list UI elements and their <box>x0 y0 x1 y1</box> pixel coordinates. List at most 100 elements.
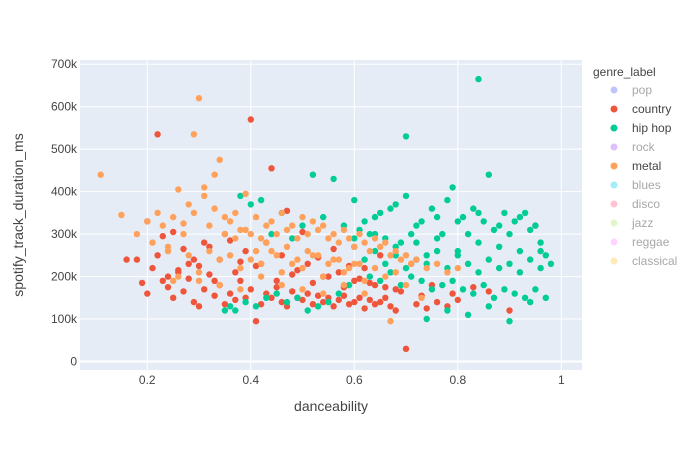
legend-item-rock[interactable]: rock <box>610 140 656 154</box>
data-point <box>252 262 260 270</box>
legend-item-metal[interactable]: metal <box>610 159 662 173</box>
data-point <box>278 298 285 306</box>
data-points <box>97 75 555 352</box>
data-point <box>366 279 373 287</box>
data-point <box>299 286 306 293</box>
data-point <box>371 281 379 289</box>
data-point <box>320 273 327 280</box>
data-point <box>371 213 379 221</box>
legend-marker <box>610 162 618 170</box>
data-point <box>175 186 182 193</box>
data-point <box>289 288 296 295</box>
data-point <box>402 345 410 352</box>
data-point <box>361 305 368 312</box>
data-point <box>232 209 239 217</box>
data-point <box>387 318 394 325</box>
data-point <box>237 226 244 234</box>
data-point <box>232 235 239 242</box>
data-point <box>237 286 244 293</box>
data-point <box>257 196 265 204</box>
data-point <box>496 264 503 272</box>
data-point <box>351 243 358 250</box>
y-axis-ticks: 0 100k 200k 300k 400k 500k 600k 700k <box>51 57 78 368</box>
data-point <box>501 209 508 217</box>
data-point <box>392 286 399 293</box>
data-point <box>330 175 337 183</box>
data-point <box>133 256 141 263</box>
data-point <box>226 290 234 297</box>
data-point <box>377 252 384 259</box>
data-point <box>361 239 368 246</box>
data-point <box>144 218 151 225</box>
x-tick-label: 0.4 <box>242 373 259 387</box>
data-point <box>175 267 182 274</box>
data-point <box>154 209 161 217</box>
legend-item-blues[interactable]: blues <box>610 178 661 192</box>
data-point <box>335 296 342 304</box>
legend-item-reggae[interactable]: reggae <box>610 235 670 249</box>
data-point <box>257 260 265 267</box>
data-point <box>242 298 249 306</box>
data-point <box>325 260 332 267</box>
data-point <box>490 226 498 234</box>
legend-item-disco[interactable]: disco <box>610 197 661 211</box>
data-point <box>392 201 399 208</box>
data-point <box>511 290 518 297</box>
data-point <box>320 213 327 221</box>
data-point <box>232 307 239 314</box>
legend-item-classical[interactable]: classical <box>610 254 678 268</box>
data-point <box>449 184 456 191</box>
data-point <box>314 303 322 310</box>
data-point <box>475 239 482 246</box>
data-point <box>382 294 389 301</box>
data-point <box>413 301 420 308</box>
data-point <box>268 218 275 225</box>
data-point <box>428 286 436 293</box>
x-tick-label: 0.6 <box>346 373 363 387</box>
data-point <box>206 247 213 255</box>
data-point <box>387 252 394 259</box>
data-point <box>506 307 513 314</box>
data-point <box>226 303 234 310</box>
data-point <box>325 298 332 306</box>
data-point <box>382 239 389 246</box>
data-point <box>345 235 353 242</box>
data-point <box>195 262 203 270</box>
data-point <box>268 247 275 255</box>
data-point <box>335 290 342 297</box>
data-point <box>361 264 368 272</box>
legend-item-pop[interactable]: pop <box>610 83 653 97</box>
data-point <box>159 233 166 240</box>
legend-item-hip-hop[interactable]: hip hop <box>610 121 672 135</box>
data-point <box>257 301 265 308</box>
data-point <box>439 281 446 289</box>
data-point <box>387 303 394 310</box>
data-point <box>377 209 384 217</box>
data-point <box>351 260 358 267</box>
legend-item-jazz[interactable]: jazz <box>610 216 654 230</box>
legend-item-country[interactable]: country <box>610 102 672 116</box>
data-point <box>149 264 156 272</box>
data-point <box>516 213 524 221</box>
legend-label: metal <box>632 159 661 173</box>
data-point <box>418 294 425 301</box>
data-point <box>221 230 229 238</box>
data-point <box>221 307 229 314</box>
data-point <box>237 264 244 272</box>
data-point <box>201 192 208 200</box>
data-point <box>216 281 223 289</box>
data-point <box>149 239 156 246</box>
data-point <box>542 252 549 259</box>
data-point <box>537 239 544 246</box>
data-point <box>527 226 534 234</box>
data-point <box>257 273 265 280</box>
data-point <box>449 277 456 284</box>
data-point <box>252 247 260 255</box>
data-point <box>299 264 306 272</box>
data-point <box>433 235 441 242</box>
data-point <box>226 252 234 259</box>
legend-marker <box>610 200 618 208</box>
data-point <box>190 256 198 263</box>
data-point <box>273 230 280 238</box>
data-point <box>247 286 254 293</box>
